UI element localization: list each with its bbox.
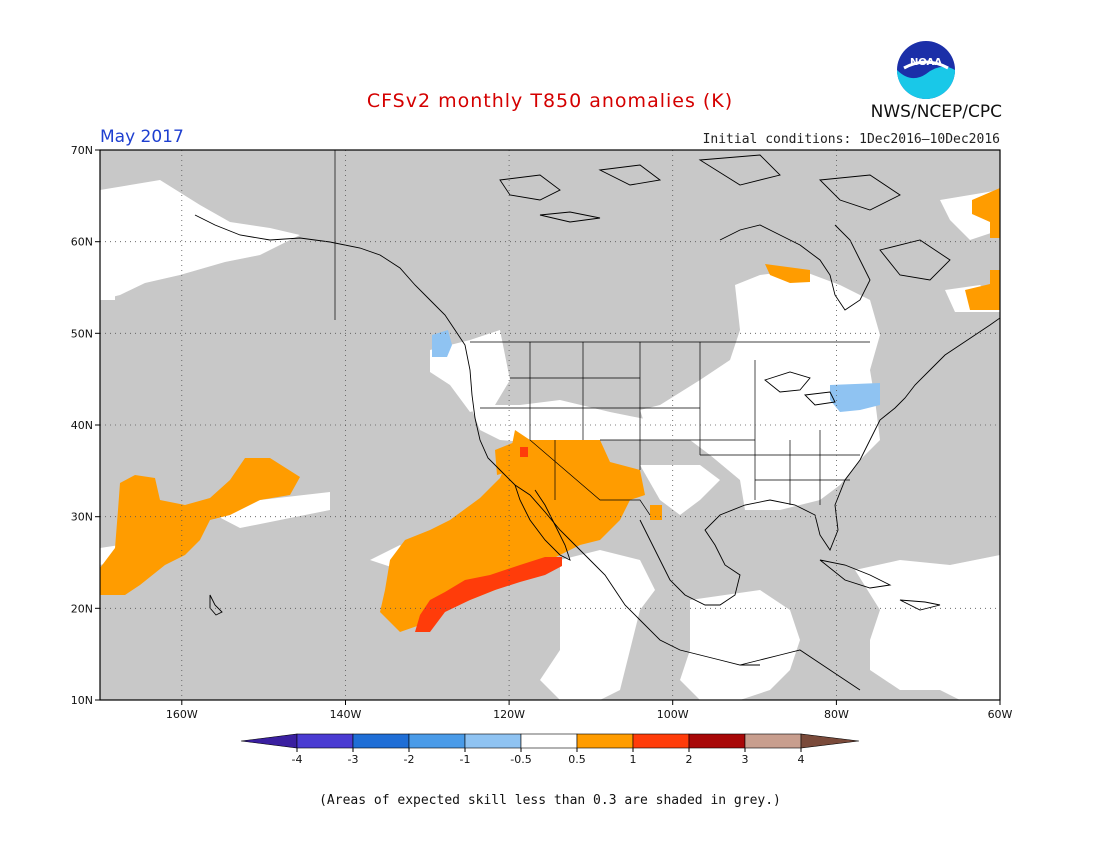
colorbar-tick-label: 3 [742, 753, 749, 766]
colorbar-bin [408, 733, 466, 749]
colorbar: -4 -3 -2 -1 -0.5 0.5 1 2 3 4 [240, 733, 860, 766]
lat-tick-label: 60N [71, 236, 93, 249]
colorbar-bin [688, 733, 746, 749]
lat-tick-label: 30N [71, 511, 93, 524]
colorbar-bin [464, 733, 522, 749]
lon-tick-label: 80W [824, 708, 849, 721]
cool-anomaly-areas [432, 330, 880, 412]
political-borders [334, 150, 870, 516]
colorbar-bin [576, 733, 634, 749]
skill-footnote: (Areas of expected skill less than 0.3 a… [319, 793, 781, 808]
map-title: CFSv2 monthly T850 anomalies (K) [366, 90, 734, 112]
colorbar-tick-label: 0.5 [568, 753, 586, 766]
axis-ticks [95, 149, 1001, 705]
colorbar-tick-label: -1 [460, 753, 471, 766]
lon-tick-label: 60W [988, 708, 1013, 721]
lon-tick-label: 160W [166, 708, 198, 721]
graticule [100, 150, 1000, 700]
colorbar-bin [744, 733, 802, 749]
colorbar-tick-label: 2 [686, 753, 693, 766]
lat-tick-label: 70N [71, 144, 93, 157]
colorbar-min-arrow [240, 733, 298, 749]
colorbar-tick-label: -0.5 [510, 753, 531, 766]
colorbar-tick-label: 4 [798, 753, 805, 766]
lon-tick-label: 120W [493, 708, 525, 721]
warm-anomaly-areas [100, 188, 1000, 632]
colorbar-bin [632, 733, 690, 749]
colorbar-tick-label: -3 [348, 753, 359, 766]
colorbar-bin [352, 733, 410, 749]
strong-warm-anomaly-areas [415, 447, 562, 632]
colorbar-tick-label: -4 [292, 753, 303, 766]
initial-conditions: Initial conditions: 1Dec2016–10Dec2016 [702, 132, 1000, 147]
colorbar-tick-label: -2 [404, 753, 415, 766]
colorbar-bin [520, 733, 578, 749]
lat-tick-label: 50N [71, 327, 93, 340]
lat-tick-label: 10N [71, 694, 93, 707]
lon-tick-label: 140W [330, 708, 362, 721]
colorbar-bin [296, 733, 354, 749]
agency-label: NWS/NCEP/CPC [870, 102, 1002, 122]
forecast-month: May 2017 [100, 127, 184, 147]
logo-text: NOAA [910, 57, 942, 68]
lat-tick-label: 40N [71, 419, 93, 432]
lon-tick-label: 100W [657, 708, 689, 721]
lat-tick-label: 20N [71, 602, 93, 615]
colorbar-tick-label: 1 [630, 753, 637, 766]
coastlines [194, 154, 1000, 691]
map-field [100, 150, 1000, 700]
noaa-logo: NOAA [897, 41, 955, 99]
colorbar-max-arrow [800, 733, 860, 749]
